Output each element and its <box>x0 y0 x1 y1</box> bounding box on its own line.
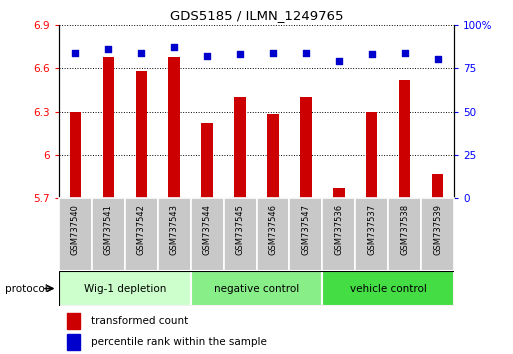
Bar <box>59 271 191 306</box>
Bar <box>59 198 92 271</box>
Text: protocol: protocol <box>5 284 48 293</box>
Point <box>71 50 80 55</box>
Text: GSM737545: GSM737545 <box>235 204 245 255</box>
Text: GSM737540: GSM737540 <box>71 204 80 255</box>
Point <box>104 46 112 52</box>
Bar <box>388 198 421 271</box>
Bar <box>135 71 147 198</box>
Bar <box>234 97 246 198</box>
Text: GSM737537: GSM737537 <box>367 204 376 255</box>
Text: GSM737547: GSM737547 <box>301 204 310 255</box>
Point <box>368 51 376 57</box>
Text: GSM737536: GSM737536 <box>334 204 343 255</box>
Point <box>137 50 145 55</box>
Point <box>203 53 211 59</box>
Point <box>170 45 179 50</box>
Bar <box>322 271 454 306</box>
Point <box>269 50 277 55</box>
Point <box>401 50 409 55</box>
Bar <box>191 198 224 271</box>
Bar <box>224 198 256 271</box>
Text: GSM737539: GSM737539 <box>433 204 442 255</box>
Title: GDS5185 / ILMN_1249765: GDS5185 / ILMN_1249765 <box>170 9 343 22</box>
Bar <box>67 334 80 350</box>
Text: GSM737542: GSM737542 <box>137 204 146 255</box>
Bar <box>267 114 279 198</box>
Bar <box>432 174 443 198</box>
Bar <box>191 271 322 306</box>
Point <box>433 57 442 62</box>
Text: negative control: negative control <box>214 284 299 293</box>
Bar <box>92 198 125 271</box>
Bar <box>70 112 81 198</box>
Text: Wig-1 depletion: Wig-1 depletion <box>84 284 166 293</box>
Bar <box>125 198 158 271</box>
Text: percentile rank within the sample: percentile rank within the sample <box>91 337 266 348</box>
Bar <box>256 198 289 271</box>
Text: GSM737538: GSM737538 <box>400 204 409 255</box>
Point <box>236 51 244 57</box>
Bar <box>399 80 410 198</box>
Bar <box>67 313 80 329</box>
Bar <box>103 57 114 198</box>
Bar <box>158 198 191 271</box>
Point <box>334 58 343 64</box>
Text: transformed count: transformed count <box>91 316 188 326</box>
Text: GSM737544: GSM737544 <box>203 204 212 255</box>
Bar <box>421 198 454 271</box>
Bar <box>333 188 345 198</box>
Bar <box>168 57 180 198</box>
Bar <box>202 123 213 198</box>
Point <box>302 50 310 55</box>
Bar <box>300 97 311 198</box>
Bar <box>355 198 388 271</box>
Bar <box>322 198 355 271</box>
Text: GSM737546: GSM737546 <box>268 204 278 255</box>
Text: vehicle control: vehicle control <box>350 284 427 293</box>
Text: GSM737543: GSM737543 <box>170 204 179 255</box>
Bar <box>289 198 322 271</box>
Text: GSM737541: GSM737541 <box>104 204 113 255</box>
Bar <box>366 112 378 198</box>
